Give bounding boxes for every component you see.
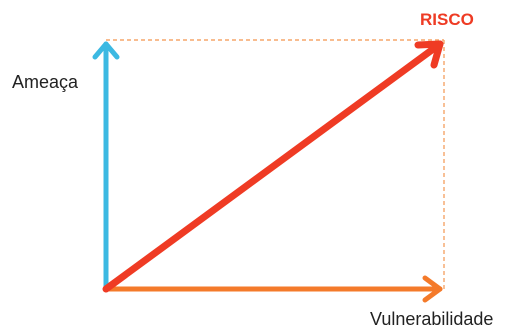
threat-label: Ameaça: [12, 72, 79, 92]
vulnerability-label: Vulnerabilidade: [370, 309, 494, 329]
risk-arrow: [102, 40, 444, 293]
vulnerability-arrow: [103, 275, 443, 303]
threat-arrow: [92, 41, 120, 292]
risk-label: RISCO: [420, 10, 474, 29]
